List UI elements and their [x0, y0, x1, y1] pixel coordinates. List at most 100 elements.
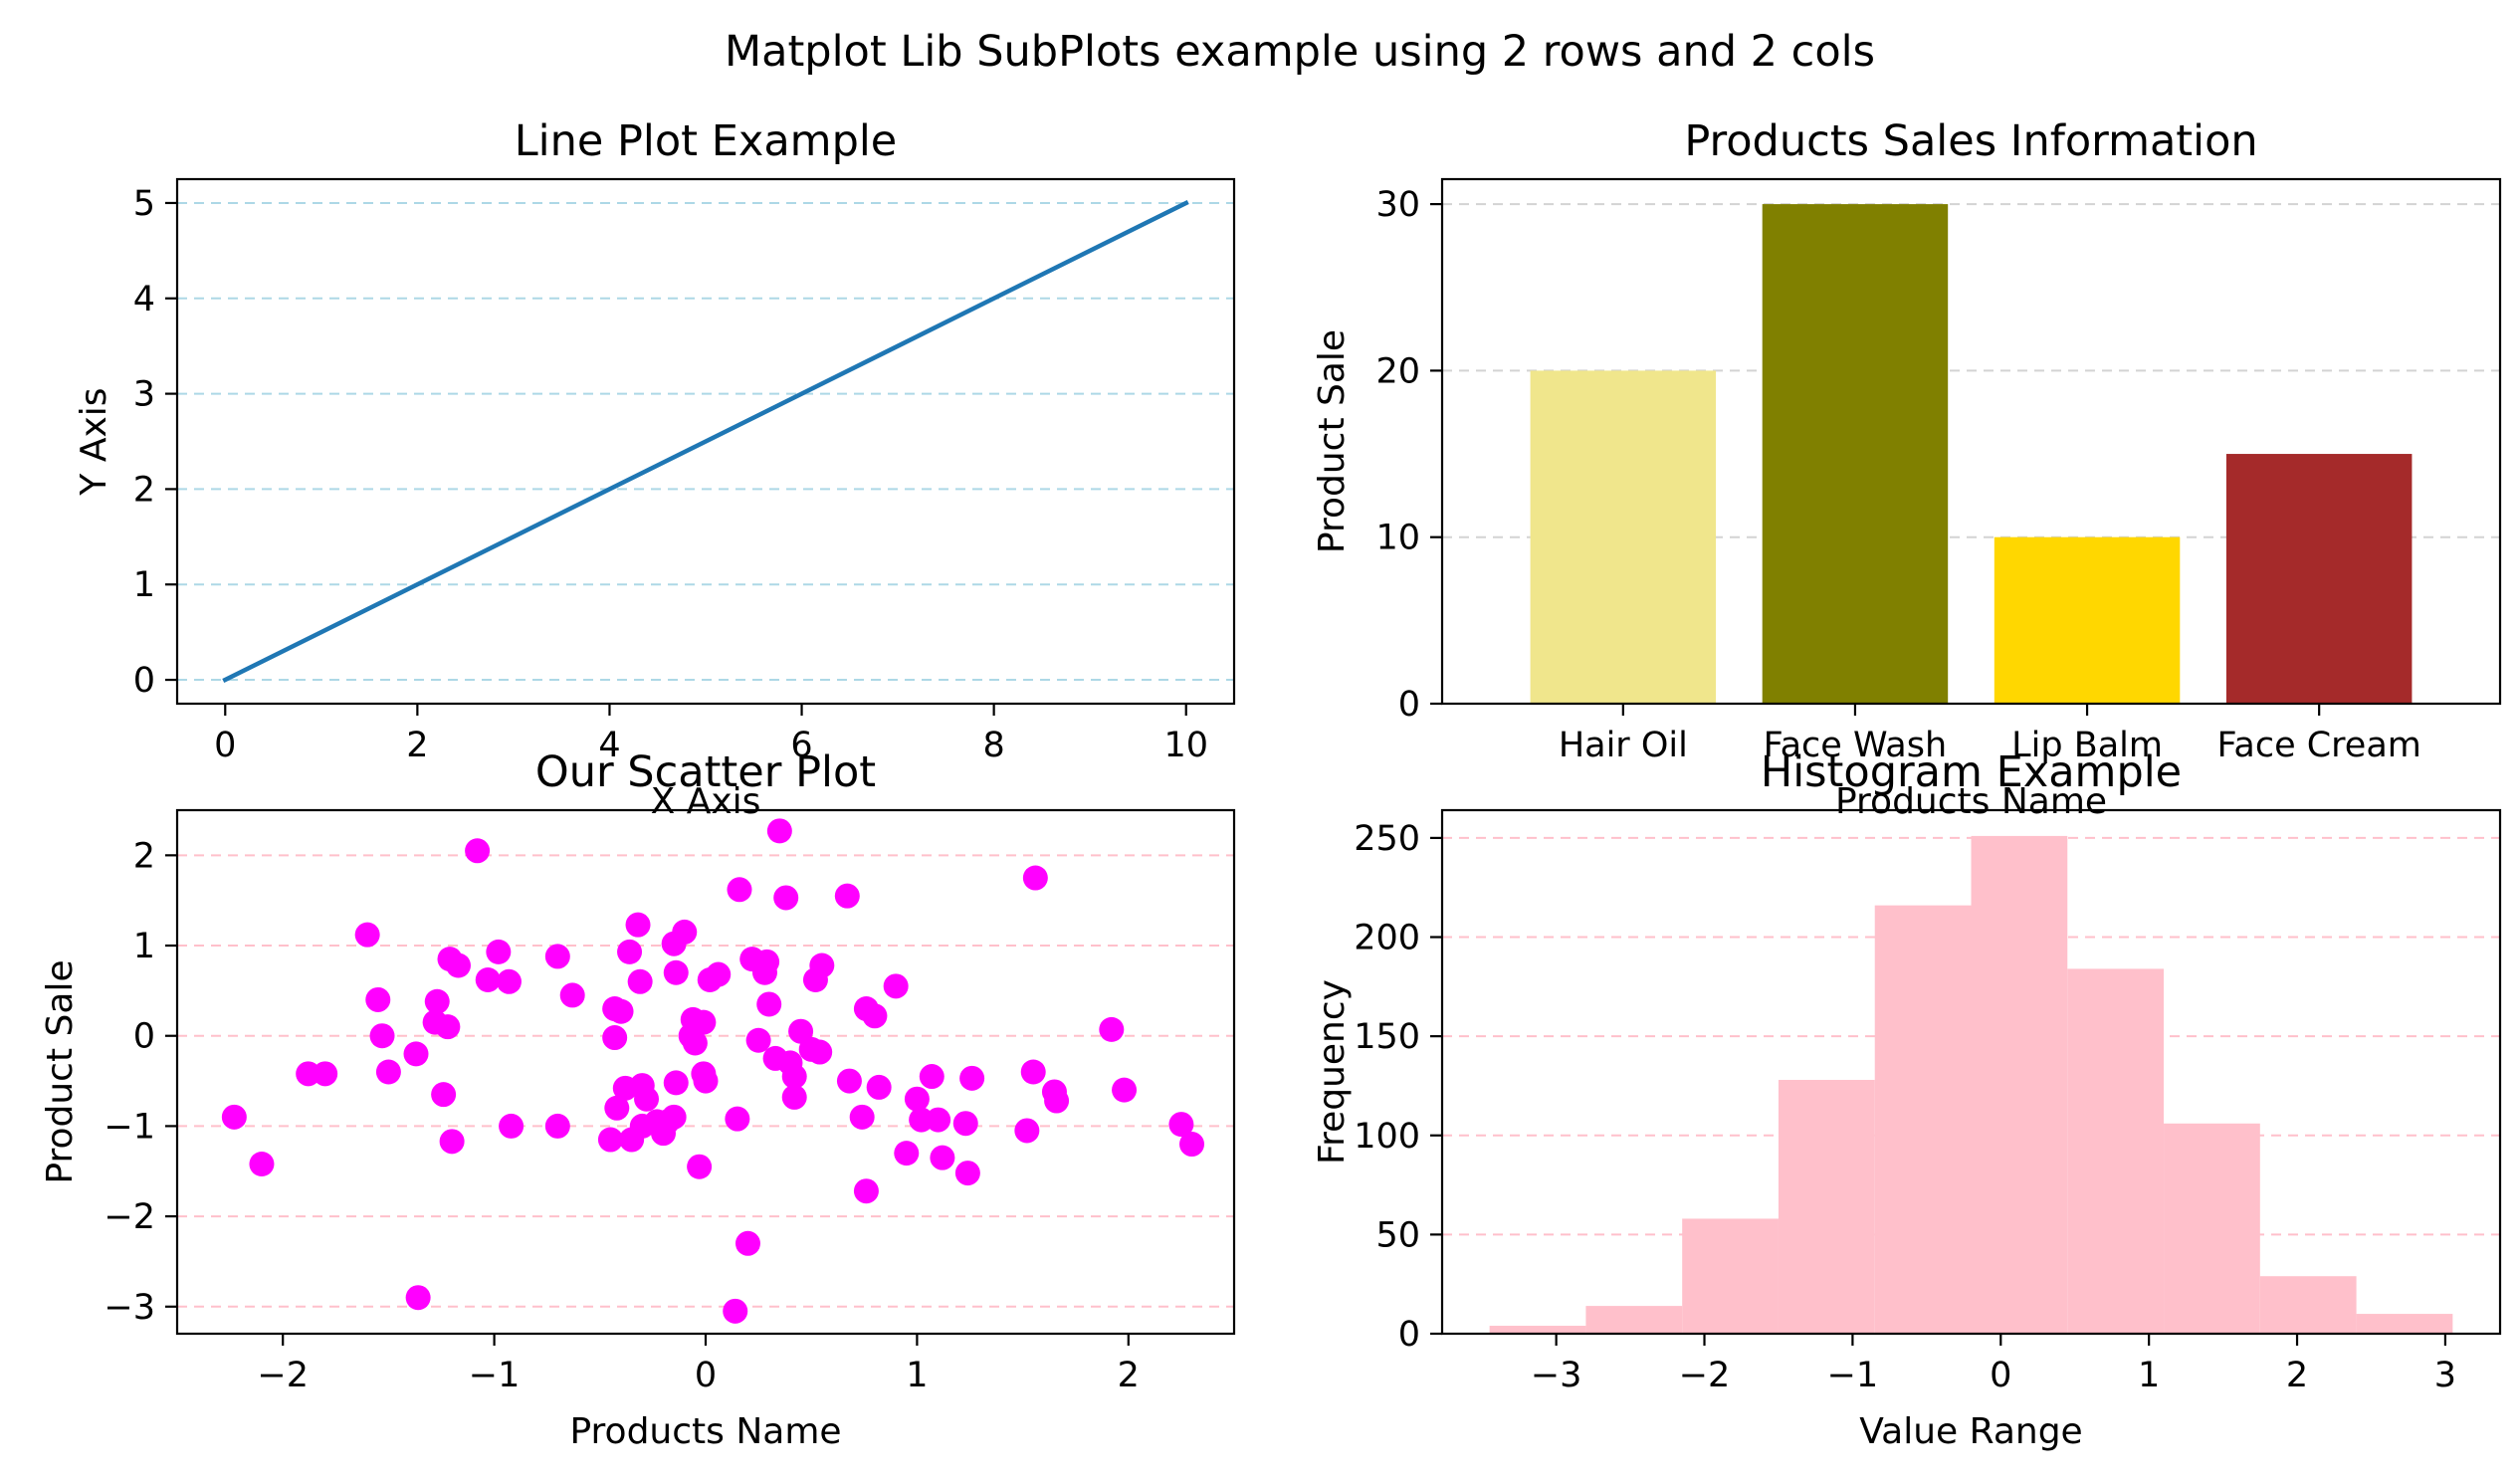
scatter-point	[544, 944, 570, 969]
subplot-3: −3 −2 −1 0 1 2 −2 −1 0 1 2 Products Name Product Sal…	[40, 747, 1236, 1452]
xtick-label-2: −1	[1827, 1356, 1879, 1395]
scatter-point	[853, 1178, 879, 1204]
scatter-point	[313, 1061, 338, 1087]
hist-bar-9	[2356, 1314, 2453, 1334]
scatter-point	[766, 818, 792, 844]
xtick-label-1: 2	[406, 726, 428, 765]
scatter-point	[634, 1086, 660, 1112]
scatter-point	[809, 953, 835, 978]
scatter-point	[1044, 1088, 1070, 1114]
scatter-point	[663, 959, 689, 985]
scatter-point	[221, 1104, 247, 1130]
scatter-point	[496, 968, 522, 994]
ytick-label-2: −1	[104, 1107, 155, 1147]
hist-bar-8	[2259, 1276, 2357, 1334]
xtick-label-4: 2	[1118, 1356, 1140, 1395]
scatter-point	[544, 1113, 570, 1139]
axes-frame	[1440, 808, 2502, 1336]
axes-frame	[175, 177, 1236, 706]
scatter-point	[727, 877, 752, 903]
scatter-point	[773, 885, 799, 911]
scatter-point	[693, 1068, 719, 1094]
scatter-point	[849, 1104, 875, 1130]
subplot-title: Line Plot Example	[515, 116, 898, 166]
ytick-label-0: 0	[1398, 1315, 1420, 1355]
ytick-label-0: 0	[133, 661, 155, 701]
ytick-label-3: 0	[133, 1017, 155, 1057]
ytick-label-1: 1	[133, 565, 155, 605]
scatter-point	[627, 968, 653, 994]
scatter-point	[904, 1086, 930, 1112]
scatter-point	[1168, 1112, 1194, 1138]
scatter-point	[663, 1070, 689, 1096]
scatter-point	[926, 1107, 951, 1133]
xtick-label-6: 3	[2434, 1356, 2456, 1395]
scatter-point	[604, 1095, 630, 1121]
x-axis-label: Products Name	[1835, 781, 2107, 822]
figure-suptitle: Matplot Lib SubPlots example using 2 row…	[725, 27, 1875, 77]
x-axis-label: Value Range	[1859, 1411, 2082, 1452]
xtick-label-3: 0	[1990, 1356, 2011, 1395]
scatter-point	[559, 982, 585, 1008]
scatter-point	[465, 838, 491, 864]
scatter-point	[445, 953, 471, 978]
xtick-label-3: 1	[906, 1356, 928, 1395]
ytick-label-4: 200	[1354, 919, 1420, 958]
scatter-point	[894, 1141, 920, 1166]
scatter-point	[369, 1023, 395, 1049]
scatter-point	[682, 1030, 708, 1056]
ytick-label-2: 20	[1375, 351, 1420, 391]
xtick-label-5: 10	[1163, 726, 1208, 765]
xtick-label-0: 0	[214, 726, 236, 765]
scatter-point	[745, 1027, 771, 1053]
scatter-point	[807, 1039, 833, 1065]
scatter-point	[431, 1082, 457, 1108]
scatter-point	[249, 1152, 275, 1177]
xtick-label-1: Face Wash	[1764, 726, 1948, 765]
xtick-label-5: 2	[2286, 1356, 2308, 1395]
scatter-point	[883, 973, 909, 999]
ytick-label-5: 250	[1354, 819, 1420, 859]
scatter-point	[354, 922, 380, 948]
hist-bar-7	[2164, 1123, 2260, 1334]
xtick-label-3: Face Cream	[2216, 726, 2420, 765]
scatter-point	[687, 1154, 713, 1179]
scatter-point	[1022, 865, 1048, 891]
scatter-point	[1179, 1132, 1205, 1158]
scatter-point	[403, 1041, 429, 1067]
scatter-point	[475, 966, 501, 992]
scatter-point	[672, 919, 698, 945]
ytick-label-1: 10	[1375, 519, 1420, 558]
scatter-point	[424, 988, 450, 1014]
ytick-label-3: 150	[1354, 1017, 1420, 1057]
scatter-point	[1099, 1016, 1125, 1042]
scatter-point	[706, 961, 732, 987]
hist-bar-5	[1971, 835, 2068, 1334]
scatter-point	[834, 883, 860, 909]
ytick-label-1: −2	[104, 1197, 155, 1237]
xtick-label-3: 6	[790, 726, 812, 765]
bar-0	[1530, 370, 1717, 704]
subplot-title: Our Scatter Plot	[535, 747, 876, 797]
scatter-point	[625, 912, 651, 938]
scatter-point	[435, 1014, 461, 1040]
line-series	[222, 199, 1189, 684]
scatter-point	[952, 1111, 978, 1137]
xtick-label-0: Hair Oil	[1559, 726, 1688, 765]
scatter-point	[608, 998, 634, 1024]
scatter-point	[919, 1064, 945, 1090]
subplot-1: 0 1 2 3 4 5 0 2 4 6 8 10 X Axis Y Axis Line Plot Examp…	[74, 116, 1236, 822]
xtick-label-2: Lip Balm	[2011, 726, 2163, 765]
ytick-label-3: 3	[133, 375, 155, 415]
scatter-point	[866, 1074, 892, 1100]
subplot-title: Histogram Example	[1761, 747, 2182, 797]
hist-bar-3	[1778, 1079, 1875, 1334]
scatter-point	[602, 1025, 628, 1051]
xtick-label-1: −1	[469, 1356, 521, 1395]
xtick-label-2: 4	[598, 726, 620, 765]
ytick-label-0: −3	[104, 1288, 155, 1328]
xtick-label-0: −3	[1531, 1356, 1582, 1395]
scatter-point	[836, 1068, 862, 1094]
